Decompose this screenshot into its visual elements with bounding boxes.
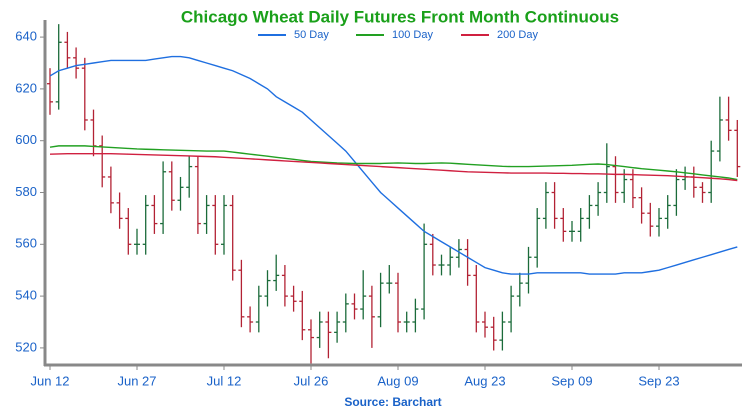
legend-label: 200 Day <box>497 29 538 41</box>
y-tick-label: 640 <box>15 29 37 44</box>
y-tick-label: 600 <box>15 132 37 147</box>
x-tick-label: Sep 23 <box>638 373 679 388</box>
moving-average-line <box>49 152 738 182</box>
x-tick-label: Jul 26 <box>294 373 329 388</box>
x-tick-label: Jun 12 <box>30 373 69 388</box>
legend-label: 100 Day <box>392 29 433 41</box>
y-tick-label: 540 <box>15 288 37 303</box>
y-tick-label: 620 <box>15 80 37 95</box>
y-tick-label: 580 <box>15 184 37 199</box>
moving-average-line <box>49 55 738 275</box>
x-tick-label: Jul 12 <box>207 373 242 388</box>
y-tick-label: 560 <box>15 236 37 251</box>
moving-average-line <box>49 145 738 181</box>
x-tick-label: Sep 09 <box>551 373 592 388</box>
legend-label: 50 Day <box>294 29 329 41</box>
x-tick-label: Aug 23 <box>464 373 505 388</box>
x-tick-label: Aug 09 <box>377 373 418 388</box>
chart-title: Chicago Wheat Daily Futures Front Month … <box>181 7 619 26</box>
x-tick-label: Jun 27 <box>117 373 156 388</box>
y-tick-label: 520 <box>15 339 37 354</box>
source: Source: Barchart <box>344 395 441 409</box>
